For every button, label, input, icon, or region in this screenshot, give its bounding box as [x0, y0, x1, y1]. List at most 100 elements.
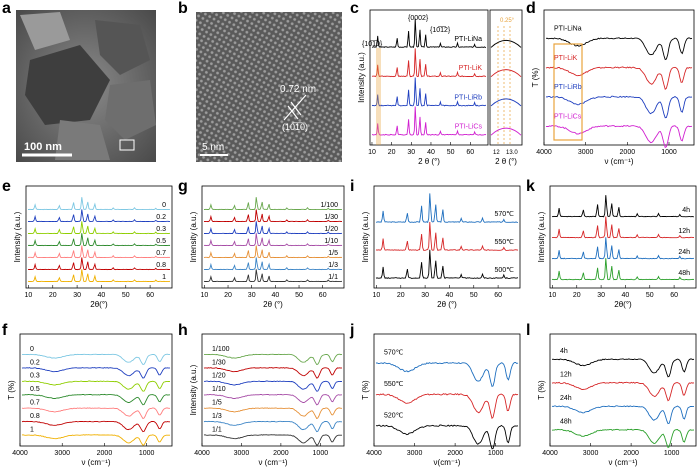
series-label-h-2: 1/20: [212, 373, 226, 380]
panel-label-f: f: [2, 322, 8, 339]
panel-label-d: d: [526, 0, 536, 17]
series-label-l-1: 12h: [560, 371, 572, 378]
series-label-f-2: 0.3: [30, 373, 40, 380]
series-label-l-3: 48h: [560, 418, 572, 425]
series-label-e-3: 0.5: [156, 238, 166, 245]
series-label-h-3: 1/10: [212, 386, 226, 393]
y-axis-label-h: Intensity (a.u.): [189, 364, 198, 415]
series-line-k-3: [551, 258, 695, 281]
series-label-k-3: 48h: [678, 270, 690, 277]
y-axis-label-f: T (%): [7, 380, 16, 400]
x-axis-label-f: ν (cm⁻¹): [81, 458, 110, 467]
series-label-h-5: 1/3: [212, 413, 222, 420]
plot-frame-c: [369, 9, 489, 146]
chart-i: 10 20 30 40 50 60 2θ (°) Intensity (a.u.) 570℃ 55…: [361, 185, 521, 309]
series-line-f-6: [21, 434, 170, 446]
series-label-d-1: PTI-LiK: [554, 55, 578, 62]
x-tick-label-f: 2000: [97, 450, 113, 457]
spacing-label-b: 0.72 nm: [280, 84, 316, 95]
x-tick-label-e: 30: [73, 292, 81, 299]
series-line-j-2: [375, 424, 519, 450]
series-line-f-0: [22, 353, 171, 366]
x-tick-label-c: 60: [466, 149, 474, 156]
series-label-f-1: 0.2: [30, 359, 40, 366]
inset-tick-label-c-1: 13.0: [506, 150, 518, 156]
series-label-c-1: PTI-LiK: [459, 65, 483, 72]
panel-label-l: l: [526, 322, 531, 339]
series-line-c-1: [371, 48, 487, 78]
plot-frame-i: [373, 185, 521, 289]
chart-k: 10 20 30 40 50 60 2θ(°) Intensity (a.u.) 4h 12h 24…: [537, 185, 697, 309]
panel-k: k 10 20 30 40 50 60 2θ(°) Intensity (a.u.) 4h 12h…: [524, 178, 700, 318]
series-label-k-2: 24h: [678, 249, 690, 256]
panel-label-i: i: [350, 178, 355, 195]
plot-frame-d: [543, 9, 695, 146]
series-line-k-0: [551, 195, 695, 218]
x-tick-label-e: 60: [146, 292, 154, 299]
panel-label-e: e: [2, 178, 11, 195]
panel-label-j: j: [350, 322, 355, 339]
x-tick-label-c: 30: [407, 149, 415, 156]
x-tick-label-j: 1000: [488, 450, 504, 457]
series-label-f-4: 0.7: [30, 400, 40, 407]
y-axis-label-j: T (%): [361, 380, 370, 400]
x-tick-label-k: 50: [646, 292, 654, 299]
x-axis-label-l: ν (cm⁻¹): [608, 458, 637, 467]
highlight-band-c: [376, 48, 381, 145]
x-tick-label-d: 2000: [620, 149, 636, 156]
series-label-i-0: 570℃: [494, 211, 514, 218]
x-axis-label-i: 2θ (°): [437, 300, 457, 309]
tem-image-a: 100 nm: [16, 10, 156, 162]
series-line-l-0: [551, 358, 695, 378]
x-tick-label-f: 3000: [54, 450, 70, 457]
panel-a: a 100 nm: [0, 0, 176, 165]
chart-j: 4000 3000 2000 1000 ν(cm⁻¹) T (%) 570℃ 550℃ 520℃: [361, 333, 521, 467]
x-tick-label-k: 40: [622, 292, 630, 299]
series-line-g-1: [203, 209, 343, 223]
x-tick-label-h: 1000: [313, 450, 329, 457]
series-label-f-5: 0.8: [30, 413, 40, 420]
y-axis-label-i: Intensity (a.u.): [361, 211, 370, 262]
x-axis-label-k: 2θ(°): [614, 300, 632, 309]
series-line-l-1: [551, 381, 695, 402]
x-tick-label-h: 4000: [194, 450, 210, 457]
x-tick-label-g: 30: [248, 292, 256, 299]
series-line-j-0: [375, 361, 519, 388]
x-tick-label-e: 40: [98, 292, 106, 299]
series-label-c-0: PTI-LiNa: [454, 36, 482, 43]
chart-e: 10 20 30 40 50 60 2θ(°) Intensity (a.u.) 0 0.2 0.3…: [13, 185, 173, 309]
x-axis-label-c: 2 θ (°): [418, 157, 440, 166]
peak-label-c-0: {10̅1̅0}: [362, 40, 383, 48]
series-line-h-4: [203, 407, 342, 420]
plot-frame-k: [549, 185, 697, 289]
peak-label-c-2: {10̅1̅2}: [430, 26, 451, 34]
series-line-e-6: [27, 269, 171, 283]
x-tick-label-k: 30: [597, 292, 605, 299]
series-label-g-3: 1/10: [324, 238, 338, 245]
series-label-e-6: 1: [162, 274, 166, 281]
series-label-h-1: 1/30: [212, 359, 226, 366]
panel-f: f 4000 3000 2000 1000 ν (cm⁻¹) T (%) 0 0.2 0.3 0.…: [0, 322, 176, 476]
plot-frame-h: [201, 333, 345, 447]
panel-i: i 10 20 30 40 50 60 2θ (°) Intensity (a.u.) 570℃…: [348, 178, 524, 318]
series-label-g-5: 1/3: [328, 262, 338, 269]
x-axis-label-g: 2θ (°): [263, 300, 283, 309]
series-line-h-5: [203, 420, 342, 433]
scale-bar-label-b: 5 nm: [202, 142, 224, 153]
x-tick-label-c: 10: [368, 149, 376, 156]
series-line-i-2: [375, 249, 519, 279]
x-tick-label-f: 1000: [139, 450, 155, 457]
chart-d: 4000 3000 2000 1000 ν (cm⁻¹) T (%) PTI-LiNa PTI…: [531, 9, 695, 166]
series-line-c-0: [372, 18, 487, 49]
x-tick-label-g: 60: [319, 292, 327, 299]
series-label-l-0: 4h: [560, 348, 568, 355]
x-axis-label-e: 2θ(°): [90, 300, 108, 309]
panel-c: c 10 20 30 40 50 60 2 θ (°) Intensity (a.u.) PTI…: [348, 0, 524, 170]
series-label-e-5: 0.8: [156, 262, 166, 269]
x-tick-label-k: 60: [670, 292, 678, 299]
x-tick-label-c: 20: [388, 149, 396, 156]
series-line-f-4: [21, 407, 170, 420]
inset-line-c-2: [490, 98, 522, 107]
y-axis-label-g: Intensity (a.u.): [189, 211, 198, 262]
series-label-f-6: 1: [30, 426, 34, 433]
